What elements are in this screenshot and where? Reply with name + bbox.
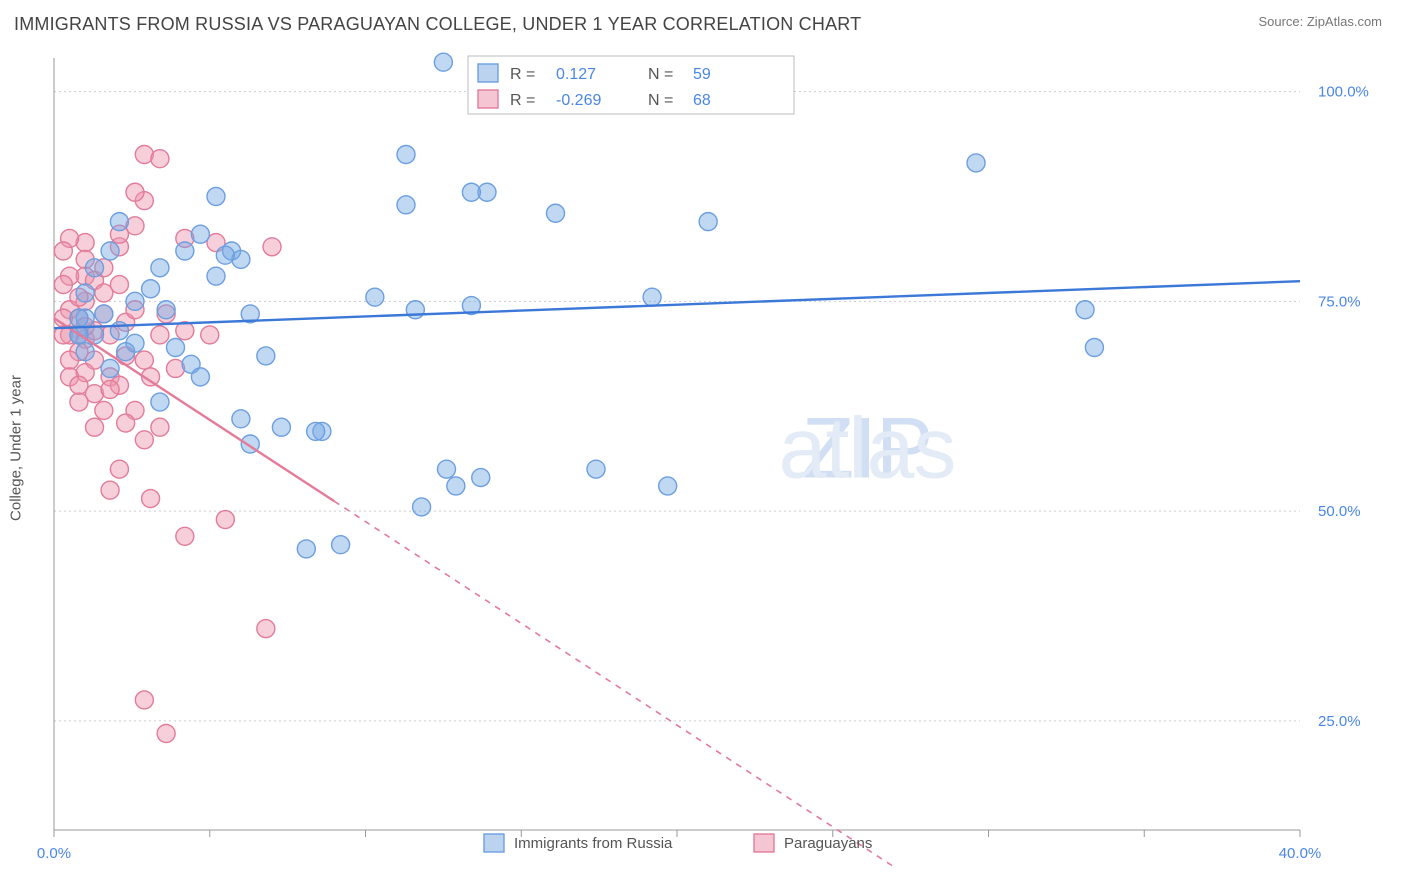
russia-point: [191, 225, 209, 243]
paraguay-point: [142, 490, 160, 508]
stats-label: N =: [648, 92, 673, 109]
russia-point: [166, 339, 184, 357]
paraguay-point: [135, 431, 153, 449]
paraguay-point: [216, 511, 234, 529]
russia-point: [406, 301, 424, 319]
russia-point: [151, 393, 169, 411]
y-axis-label: College, Under 1 year: [8, 375, 25, 521]
y-tick-label: 100.0%: [1318, 84, 1369, 101]
paraguay-point: [110, 460, 128, 478]
legend-swatch: [478, 64, 498, 82]
russia-regression: [54, 281, 1300, 328]
russia-point: [397, 146, 415, 164]
russia-point: [76, 284, 94, 302]
paraguay-point: [117, 414, 135, 432]
russia-point: [332, 536, 350, 554]
russia-point: [447, 477, 465, 495]
russia-point: [191, 368, 209, 386]
paraguay-point: [176, 527, 194, 545]
russia-point: [967, 154, 985, 172]
russia-point: [216, 246, 234, 264]
russia-point: [101, 242, 119, 260]
paraguay-point: [135, 351, 153, 369]
russia-point: [699, 213, 717, 231]
chart-title: IMMIGRANTS FROM RUSSIA VS PARAGUAYAN COL…: [14, 14, 861, 35]
chart-source: Source: ZipAtlas.com: [1258, 14, 1382, 29]
paraguay-point: [85, 418, 103, 436]
russia-point: [1085, 339, 1103, 357]
paraguay-point: [101, 481, 119, 499]
legend-swatch: [478, 90, 498, 108]
legend-swatch: [754, 834, 774, 852]
y-tick-label: 25.0%: [1318, 713, 1361, 730]
russia-point: [297, 540, 315, 558]
russia-point: [151, 259, 169, 277]
russia-point: [462, 183, 480, 201]
russia-point: [547, 204, 565, 222]
stats-label: N =: [648, 66, 673, 83]
russia-point: [101, 359, 119, 377]
legend-swatch: [484, 834, 504, 852]
paraguay-point: [126, 183, 144, 201]
paraguay-point: [54, 242, 72, 260]
paraguay-point: [151, 418, 169, 436]
russia-point: [117, 343, 135, 361]
russia-point: [659, 477, 677, 495]
paraguay-point: [54, 276, 72, 294]
y-tick-label: 75.0%: [1318, 293, 1361, 310]
russia-point: [413, 498, 431, 516]
paraguay-point: [263, 238, 281, 256]
russia-point: [366, 288, 384, 306]
paraguay-point: [151, 150, 169, 168]
russia-point: [207, 267, 225, 285]
paraguay-point: [201, 326, 219, 344]
russia-point: [76, 343, 94, 361]
scatter-chart: 25.0%50.0%75.0%100.0%ZIPatlas0.0%40.0%R …: [14, 48, 1392, 868]
paraguay-point: [157, 725, 175, 743]
stats-r: -0.269: [556, 92, 601, 109]
russia-point: [257, 347, 275, 365]
paraguay-point: [70, 393, 88, 411]
russia-point: [142, 280, 160, 298]
watermark: atlas: [779, 401, 956, 497]
x-tick-label: 40.0%: [1279, 845, 1322, 862]
stats-r: 0.127: [556, 66, 596, 83]
russia-point: [587, 460, 605, 478]
paraguay-point: [257, 620, 275, 638]
russia-point: [207, 187, 225, 205]
paraguay-point: [110, 276, 128, 294]
paraguay-regression-extrapolated: [334, 501, 1300, 868]
russia-point: [397, 196, 415, 214]
russia-point: [272, 418, 290, 436]
stats-n: 59: [693, 66, 711, 83]
paraguay-point: [151, 326, 169, 344]
russia-point: [434, 53, 452, 71]
russia-point: [126, 292, 144, 310]
russia-point: [437, 460, 455, 478]
x-tick-label: 0.0%: [37, 845, 71, 862]
legend-label: Paraguayans: [784, 835, 872, 852]
russia-point: [232, 410, 250, 428]
russia-point: [643, 288, 661, 306]
russia-point: [176, 242, 194, 260]
paraguay-point: [101, 380, 119, 398]
paraguay-point: [70, 376, 88, 394]
russia-point: [70, 309, 88, 327]
chart-container: College, Under 1 year 25.0%50.0%75.0%100…: [14, 48, 1392, 868]
stats-label: R =: [510, 92, 535, 109]
russia-point: [307, 422, 325, 440]
paraguay-point: [135, 691, 153, 709]
russia-point: [1076, 301, 1094, 319]
russia-point: [95, 305, 113, 323]
legend-label: Immigrants from Russia: [514, 835, 673, 852]
russia-point: [157, 301, 175, 319]
y-tick-label: 50.0%: [1318, 503, 1361, 520]
chart-header: IMMIGRANTS FROM RUSSIA VS PARAGUAYAN COL…: [0, 0, 1406, 41]
russia-point: [472, 469, 490, 487]
paraguay-point: [95, 401, 113, 419]
russia-point: [85, 259, 103, 277]
stats-n: 68: [693, 92, 711, 109]
russia-point: [110, 213, 128, 231]
stats-label: R =: [510, 66, 535, 83]
